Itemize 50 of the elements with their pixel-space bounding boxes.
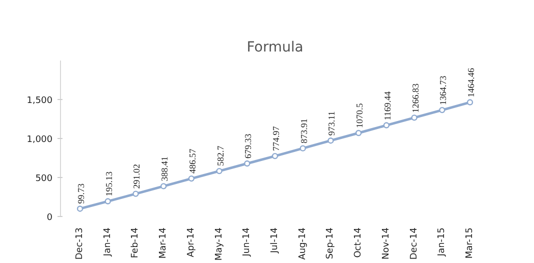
x-tick-label: Jan-14	[102, 227, 113, 258]
point	[76, 206, 84, 212]
point	[104, 198, 111, 204]
x-tick-label: Sep-14	[326, 227, 336, 260]
y-tick-label: 0	[46, 213, 53, 223]
data-label: 1364.73	[438, 75, 448, 106]
x-tick-label: Mar-14	[158, 227, 169, 259]
x-tick-label: Dec-14	[409, 227, 420, 260]
data-label: 388.41	[160, 156, 170, 182]
y-tick-label: 500	[35, 174, 53, 184]
data-label: 774.97	[271, 126, 281, 152]
x-tick-label: Nov-14	[381, 227, 392, 260]
point	[466, 99, 474, 106]
point	[132, 190, 139, 197]
data-label: 973.11	[326, 111, 337, 136]
x-tick-label: May-14	[214, 227, 224, 261]
point	[439, 106, 446, 114]
point	[383, 122, 390, 128]
x-tick-label: Oct-14	[354, 227, 364, 258]
point	[244, 160, 250, 167]
point	[160, 183, 167, 190]
data-label: 1464.46	[466, 68, 476, 98]
point	[188, 175, 195, 182]
x-tick-label: Dec-13	[75, 227, 85, 260]
data-label: 1266.83	[410, 82, 420, 113]
point	[272, 152, 278, 160]
point	[328, 138, 334, 144]
data-label: 873.91	[298, 118, 309, 144]
x-tick-label: Apr-14	[186, 227, 196, 258]
x-tick-label: Mar-15	[465, 227, 475, 259]
x-tick-label: Jul-14	[270, 227, 280, 254]
data-label: 291.02	[132, 164, 142, 189]
x-tick-label: Jan-15	[437, 227, 448, 258]
data-label: 486.57	[187, 148, 198, 174]
x-tick-label: Aug-14	[298, 227, 308, 260]
point	[216, 168, 222, 174]
x-tick-label: Jun-14	[242, 227, 252, 258]
point	[411, 114, 418, 121]
point	[300, 145, 306, 152]
x-tick-label: Feb-14	[130, 227, 141, 258]
y-tick-label: 1,000	[26, 135, 53, 145]
data-label: 1070.5	[354, 102, 365, 128]
data-label: 195.13	[104, 171, 114, 196]
point	[355, 130, 362, 136]
data-label: 679.33	[243, 133, 254, 159]
data-label: 99.73	[76, 182, 86, 204]
data-label: 1169.44	[382, 90, 392, 120]
data-label: 582.7	[215, 145, 226, 166]
chart-title: Formula	[246, 40, 304, 56]
y-tick-label: 1,500	[26, 96, 53, 106]
